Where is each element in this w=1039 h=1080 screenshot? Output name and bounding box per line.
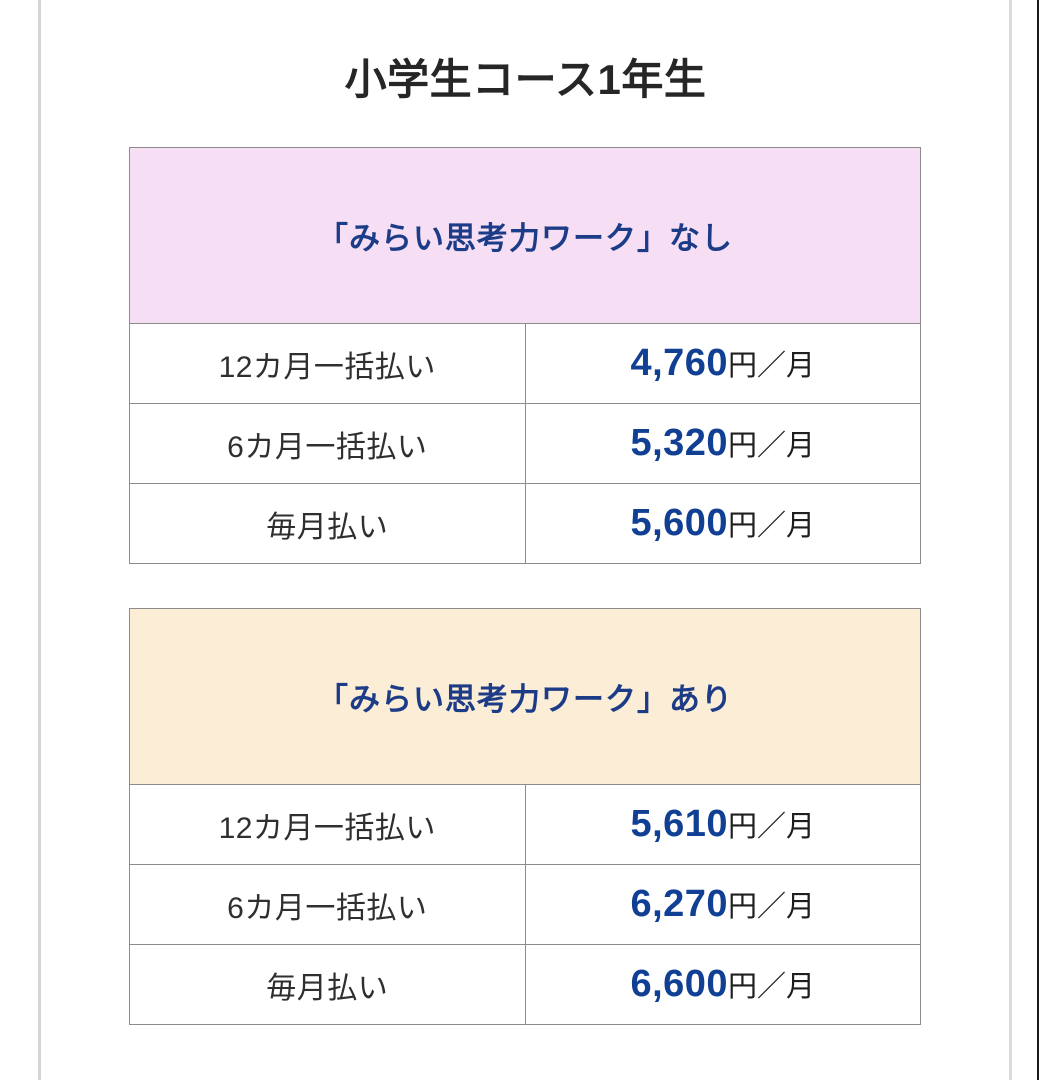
plan-label: 毎月払い — [129, 483, 526, 565]
price-table-nashi-header-label: 「みらい思考力ワーク」なし — [129, 147, 921, 325]
price-table-ari-body: 12カ月一括払い 5,610円／月 6カ月一括払い 6,270円／月 毎月払い … — [129, 784, 921, 1026]
plan-price-unit: 円／月 — [728, 971, 816, 1004]
plan-price-unit: 円／月 — [728, 811, 816, 844]
price-table-nashi: 「みらい思考力ワーク」なし 12カ月一括払い 4,760円／月 6カ月一括払い … — [129, 147, 921, 565]
table-row: 6カ月一括払い 5,320円／月 — [129, 403, 921, 485]
plan-price-amount: 5,600 — [630, 502, 729, 545]
price-table-nashi-body: 12カ月一括払い 4,760円／月 6カ月一括払い 5,320円／月 毎月払い … — [129, 323, 921, 565]
plan-price-amount: 4,760 — [630, 342, 729, 385]
plan-price-unit: 円／月 — [728, 891, 816, 924]
plan-price: 5,610円／月 — [524, 784, 921, 866]
plan-label: 6カ月一括払い — [129, 864, 526, 946]
table-row: 12カ月一括払い 4,760円／月 — [129, 323, 921, 405]
plan-price-unit: 円／月 — [728, 430, 816, 463]
page-title: 小学生コース1年生 — [344, 56, 707, 103]
plan-price: 6,270円／月 — [524, 864, 921, 946]
plan-price: 5,320円／月 — [524, 403, 921, 485]
plan-price-amount: 5,320 — [630, 422, 729, 465]
page-content: 小学生コース1年生 「みらい思考力ワーク」なし 12カ月一括払い 4,760円／… — [42, 0, 1009, 1080]
plan-price-unit: 円／月 — [728, 510, 816, 543]
price-table-ari-header-label: 「みらい思考力ワーク」あり — [129, 608, 921, 786]
price-table-ari: 「みらい思考力ワーク」あり 12カ月一括払い 5,610円／月 6カ月一括払い … — [129, 608, 921, 1026]
price-table-nashi-head: 「みらい思考力ワーク」なし — [129, 147, 921, 325]
plan-price-amount: 6,600 — [630, 963, 729, 1006]
plan-price: 6,600円／月 — [524, 944, 921, 1026]
price-table-ari-head: 「みらい思考力ワーク」あり — [129, 608, 921, 786]
plan-price: 4,760円／月 — [524, 323, 921, 405]
plan-price-amount: 5,610 — [630, 803, 729, 846]
table-row: 毎月払い 6,600円／月 — [129, 944, 921, 1026]
price-tables-container: 「みらい思考力ワーク」なし 12カ月一括払い 4,760円／月 6カ月一括払い … — [42, 147, 1009, 1026]
table-header-row: 「みらい思考力ワーク」なし — [129, 147, 921, 325]
plan-label: 毎月払い — [129, 944, 526, 1026]
plan-label: 12カ月一括払い — [129, 784, 526, 866]
table-row: 6カ月一括払い 6,270円／月 — [129, 864, 921, 946]
plan-label: 6カ月一括払い — [129, 403, 526, 485]
plan-price-unit: 円／月 — [728, 350, 816, 383]
page-left-rule — [38, 0, 41, 1080]
table-row: 12カ月一括払い 5,610円／月 — [129, 784, 921, 866]
table-header-row: 「みらい思考力ワーク」あり — [129, 608, 921, 786]
plan-price: 5,600円／月 — [524, 483, 921, 565]
table-row: 毎月払い 5,600円／月 — [129, 483, 921, 565]
page-right-rule — [1009, 0, 1012, 1080]
page-right-edge — [1037, 0, 1039, 1080]
plan-price-amount: 6,270 — [630, 883, 729, 926]
plan-label: 12カ月一括払い — [129, 323, 526, 405]
